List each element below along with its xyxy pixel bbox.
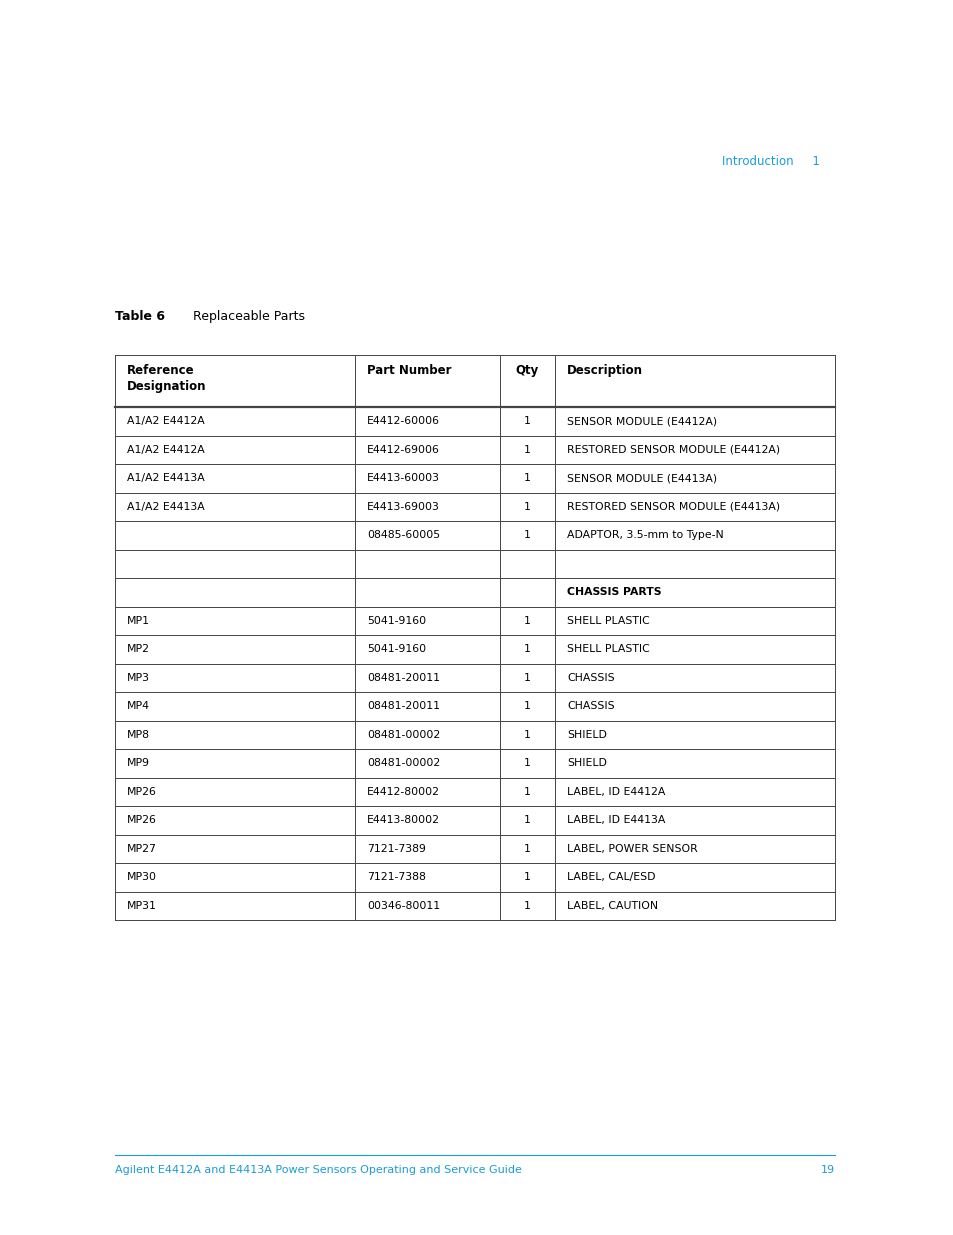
Text: MP27: MP27: [127, 844, 156, 853]
Text: MP31: MP31: [127, 900, 156, 910]
Text: RESTORED SENSOR MODULE (E4412A): RESTORED SENSOR MODULE (E4412A): [566, 445, 780, 454]
Text: E4413-80002: E4413-80002: [367, 815, 439, 825]
Text: A1/A2 E4413A: A1/A2 E4413A: [127, 473, 205, 483]
Text: 1: 1: [523, 530, 531, 540]
Text: 1: 1: [523, 815, 531, 825]
Text: MP26: MP26: [127, 815, 156, 825]
Text: 1: 1: [523, 501, 531, 511]
Text: SHIELD: SHIELD: [566, 758, 606, 768]
Text: 5041-9160: 5041-9160: [367, 616, 426, 626]
Text: E4412-80002: E4412-80002: [367, 787, 439, 797]
Text: LABEL, POWER SENSOR: LABEL, POWER SENSOR: [566, 844, 697, 853]
Text: 1: 1: [523, 872, 531, 882]
Text: CHASSIS: CHASSIS: [566, 701, 614, 711]
Text: A1/A2 E4412A: A1/A2 E4412A: [127, 416, 205, 426]
Text: SENSOR MODULE (E4412A): SENSOR MODULE (E4412A): [566, 416, 717, 426]
Text: A1/A2 E4412A: A1/A2 E4412A: [127, 445, 205, 454]
Text: 1: 1: [523, 416, 531, 426]
Text: 1: 1: [523, 645, 531, 655]
Text: E4412-60006: E4412-60006: [367, 416, 439, 426]
Text: Table 6: Table 6: [115, 310, 165, 324]
Text: 1: 1: [523, 673, 531, 683]
Text: Part Number: Part Number: [367, 364, 451, 377]
Text: E4413-60003: E4413-60003: [367, 473, 439, 483]
Text: 08481-20011: 08481-20011: [367, 673, 439, 683]
Text: SHELL PLASTIC: SHELL PLASTIC: [566, 616, 649, 626]
Text: 7121-7389: 7121-7389: [367, 844, 425, 853]
Text: SHIELD: SHIELD: [566, 730, 606, 740]
Text: 1: 1: [523, 900, 531, 910]
Text: MP8: MP8: [127, 730, 150, 740]
Text: ADAPTOR, 3.5-mm to Type-N: ADAPTOR, 3.5-mm to Type-N: [566, 530, 723, 540]
Text: 1: 1: [523, 445, 531, 454]
Text: MP2: MP2: [127, 645, 150, 655]
Text: 1: 1: [523, 787, 531, 797]
Text: E4413-69003: E4413-69003: [367, 501, 439, 511]
Text: 08481-20011: 08481-20011: [367, 701, 439, 711]
Text: 1: 1: [523, 844, 531, 853]
Text: 19: 19: [820, 1165, 834, 1174]
Text: 1: 1: [523, 758, 531, 768]
Text: 1: 1: [523, 730, 531, 740]
Text: LABEL, ID E4413A: LABEL, ID E4413A: [566, 815, 664, 825]
Text: LABEL, ID E4412A: LABEL, ID E4412A: [566, 787, 664, 797]
Text: MP26: MP26: [127, 787, 156, 797]
Text: Qty: Qty: [516, 364, 538, 377]
Text: Description: Description: [566, 364, 642, 377]
Text: 5041-9160: 5041-9160: [367, 645, 426, 655]
Text: MP1: MP1: [127, 616, 150, 626]
Text: Replaceable Parts: Replaceable Parts: [177, 310, 305, 324]
Text: Reference
Designation: Reference Designation: [127, 364, 206, 393]
Text: A1/A2 E4413A: A1/A2 E4413A: [127, 501, 205, 511]
Text: CHASSIS PARTS: CHASSIS PARTS: [566, 588, 660, 598]
Text: MP9: MP9: [127, 758, 150, 768]
Text: 08485-60005: 08485-60005: [367, 530, 439, 540]
Text: 1: 1: [523, 616, 531, 626]
Text: LABEL, CAL/ESD: LABEL, CAL/ESD: [566, 872, 655, 882]
Text: 1: 1: [523, 473, 531, 483]
Text: 7121-7388: 7121-7388: [367, 872, 425, 882]
Text: CHASSIS: CHASSIS: [566, 673, 614, 683]
Text: MP3: MP3: [127, 673, 150, 683]
Text: LABEL, CAUTION: LABEL, CAUTION: [566, 900, 658, 910]
Text: SENSOR MODULE (E4413A): SENSOR MODULE (E4413A): [566, 473, 717, 483]
Text: 08481-00002: 08481-00002: [367, 730, 439, 740]
Text: Agilent E4412A and E4413A Power Sensors Operating and Service Guide: Agilent E4412A and E4413A Power Sensors …: [115, 1165, 521, 1174]
Text: Introduction     1: Introduction 1: [721, 156, 820, 168]
Text: MP30: MP30: [127, 872, 157, 882]
Text: SHELL PLASTIC: SHELL PLASTIC: [566, 645, 649, 655]
Text: MP4: MP4: [127, 701, 150, 711]
Text: RESTORED SENSOR MODULE (E4413A): RESTORED SENSOR MODULE (E4413A): [566, 501, 780, 511]
Text: E4412-69006: E4412-69006: [367, 445, 439, 454]
Text: 08481-00002: 08481-00002: [367, 758, 439, 768]
Text: 00346-80011: 00346-80011: [367, 900, 439, 910]
Text: 1: 1: [523, 701, 531, 711]
